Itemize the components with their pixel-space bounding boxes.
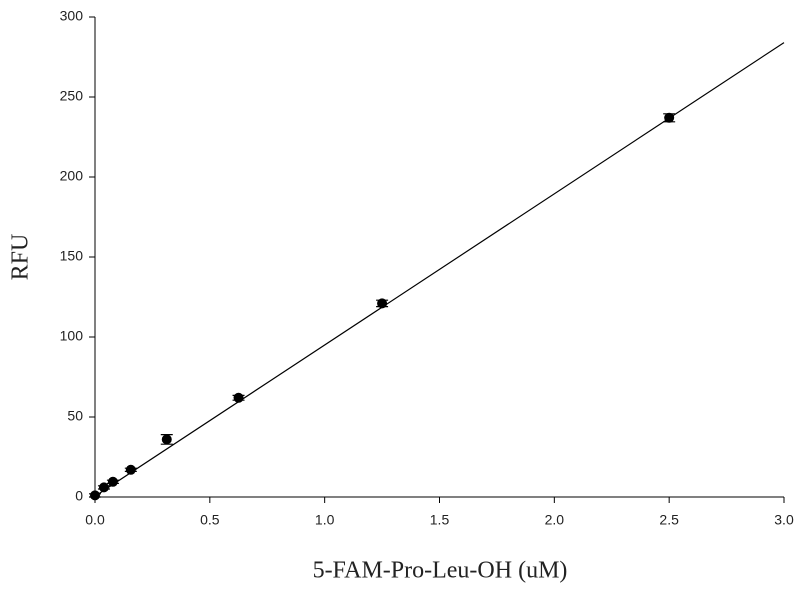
x-tick-label: 0.5 [200, 512, 220, 528]
x-tick-label: 2.5 [659, 512, 679, 528]
data-point [233, 392, 244, 403]
fit-line [94, 42, 785, 497]
x-tick-label: 1.5 [430, 512, 450, 528]
y-tick-label: 100 [60, 328, 84, 344]
data-point [161, 434, 172, 445]
y-tick-label: 0 [75, 488, 83, 504]
data-point [664, 112, 675, 123]
y-tick-label: 150 [60, 248, 84, 264]
x-tick-label: 2.0 [545, 512, 565, 528]
y-tick-label: 300 [60, 8, 84, 24]
x-tick-label: 1.0 [315, 512, 335, 528]
y-tick-label: 200 [60, 168, 84, 184]
x-tick-label: 0.0 [85, 512, 105, 528]
x-axis-label: 5-FAM-Pro-Leu-OH (uM) [313, 558, 568, 584]
data-point [125, 464, 136, 475]
data-point [377, 298, 388, 309]
y-tick-label: 250 [60, 88, 84, 104]
y-axis-label: RFU [8, 234, 34, 281]
x-tick-label: 3.0 [774, 512, 794, 528]
y-tick-label: 50 [67, 408, 83, 424]
data-point [98, 482, 109, 493]
data-point [107, 476, 118, 487]
data-point [90, 490, 100, 501]
